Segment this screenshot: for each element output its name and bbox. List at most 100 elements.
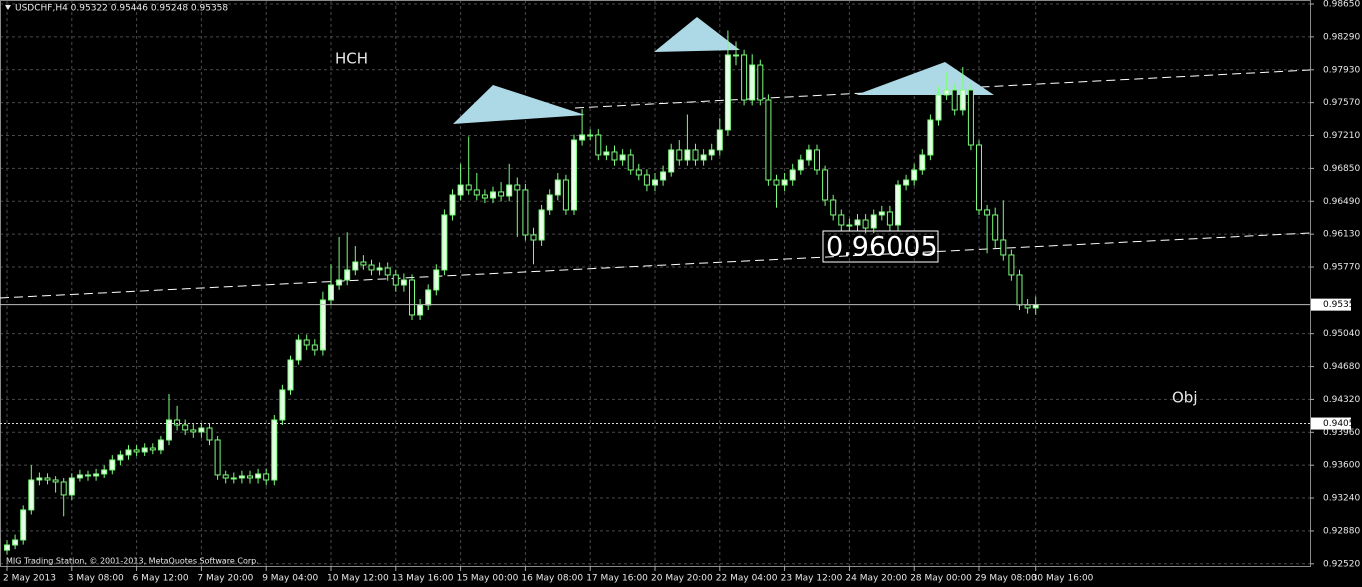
x-tick-label: 10 May 12:00 (327, 574, 389, 584)
candle-body (303, 339, 310, 346)
candle-body (579, 134, 586, 141)
candle-body (522, 189, 529, 236)
candle-body (886, 211, 893, 226)
candle-body (255, 473, 262, 479)
candle-body (409, 279, 415, 316)
candle-body (668, 149, 675, 173)
candle-body (854, 219, 861, 226)
menu-icon[interactable] (5, 5, 11, 10)
x-tick-label: 13 May 16:00 (392, 574, 454, 584)
candle-body (384, 267, 391, 276)
grid-layer (0, 0, 1310, 566)
candle-body (814, 149, 820, 171)
x-tick-label: 29 May 08:00 (975, 574, 1037, 584)
candle-body (85, 474, 91, 477)
candle-body (109, 459, 116, 471)
candle-body (805, 149, 812, 161)
candle-body (198, 427, 205, 433)
candle-body (4, 544, 10, 551)
x-tick-label: 16 May 08:00 (521, 574, 583, 584)
x-tick-label: 23 May 12:00 (781, 574, 843, 584)
annotation-hch: HCH (335, 50, 368, 68)
candle-body (935, 94, 942, 121)
candle-body (571, 139, 577, 211)
candle-body (433, 269, 440, 291)
y-tick-label: 0.98290 (1323, 32, 1360, 42)
candle-body (741, 54, 748, 101)
candle-body (830, 199, 837, 216)
x-tick-label: 17 May 16:00 (586, 574, 648, 584)
candle-body (352, 261, 359, 271)
candle-body (749, 64, 756, 101)
candle-body (587, 134, 594, 137)
candle-body (498, 191, 505, 197)
candle-body (595, 134, 602, 156)
candle-body (336, 279, 343, 286)
candle-body (911, 169, 918, 181)
candle-body (295, 339, 302, 361)
candle-body (619, 154, 626, 161)
x-tick-label: 9 May 04:00 (262, 574, 318, 584)
x-tick-label: 2 May 2013 (3, 574, 56, 584)
candle-body (449, 194, 456, 216)
candle-body (425, 289, 432, 306)
candle-body (93, 473, 100, 477)
candle-body (263, 473, 270, 481)
candle-body (546, 194, 553, 211)
x-tick-label: 6 May 12:00 (133, 574, 189, 584)
candle-body (117, 454, 124, 461)
candle-body (490, 191, 496, 199)
y-tick-label: 0.97930 (1323, 65, 1360, 75)
candle-body (716, 129, 723, 151)
y-tick-label: 0.96130 (1323, 230, 1360, 240)
candle-body (757, 64, 764, 101)
footer: MIG Trading Station, © 2001-2013, MetaQu… (6, 557, 259, 566)
candle-body (846, 224, 853, 227)
candle-body (951, 89, 958, 111)
candle-body (441, 214, 448, 271)
y-tick-label: 0.98650 (1323, 0, 1360, 10)
x-tick-label: 24 May 20:00 (845, 574, 907, 584)
candle-body (992, 214, 999, 241)
candle-body (603, 151, 610, 156)
candle-body (174, 419, 181, 426)
candle-body (230, 477, 237, 480)
x-tick-label: 22 May 04:00 (716, 574, 778, 584)
candle-body (36, 477, 43, 481)
candle-body (157, 439, 164, 451)
candle-body (700, 154, 707, 161)
candle-body (271, 419, 278, 481)
candle-body (733, 54, 739, 57)
candle-body (967, 89, 974, 146)
candle-body (724, 54, 731, 131)
x-tick-label: 28 May 00:00 (910, 574, 972, 584)
candle-body (554, 179, 561, 196)
candles (4, 30, 1039, 555)
price-tag (1311, 298, 1351, 311)
candle-body (247, 475, 253, 479)
candle-body (392, 274, 399, 286)
x-tick-label: 7 May 20:00 (197, 574, 253, 584)
price-tag-label: 0.94056 (1323, 419, 1360, 429)
candle-body (652, 179, 658, 186)
candle-body (903, 179, 910, 186)
candle-body (457, 184, 464, 196)
neckline (0, 232, 1311, 299)
candle-body (789, 169, 796, 181)
candle-body (44, 477, 51, 481)
candle-body (344, 269, 351, 281)
y-tick-label: 0.93240 (1323, 494, 1360, 504)
candle-body (943, 89, 950, 96)
candle-body (473, 189, 480, 196)
candle-body (692, 149, 699, 161)
candle-body (360, 261, 367, 266)
candle-body (68, 477, 75, 496)
candle-body (222, 474, 229, 479)
y-tick-label: 0.93960 (1323, 428, 1360, 438)
candle-body (976, 144, 982, 211)
y-tick-label: 0.95040 (1323, 329, 1360, 339)
y-tick-label: 0.97210 (1323, 131, 1360, 141)
y-tick-label: 0.94320 (1323, 395, 1360, 405)
candle-body (287, 359, 294, 391)
